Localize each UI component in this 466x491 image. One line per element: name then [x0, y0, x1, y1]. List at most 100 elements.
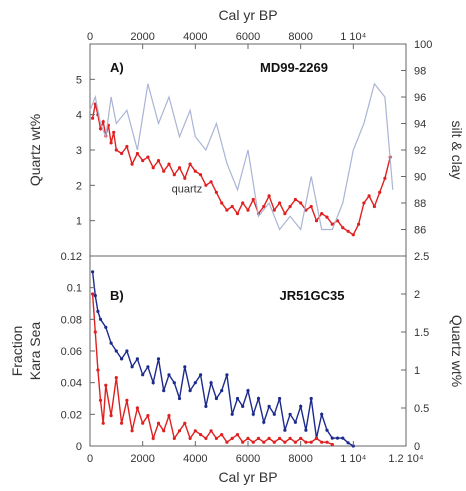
b-point-quartz-wt: [172, 436, 176, 440]
b-point-quartz-wt: [325, 440, 329, 444]
a-point-quartz: [156, 159, 161, 163]
panel-a-y-axis-label: Quartz wt%: [27, 114, 43, 186]
a-point-quartz: [130, 162, 134, 166]
a-point-quartz: [288, 204, 292, 209]
b-point-fraction-kara-sea: [283, 428, 287, 432]
panel-a-y2-tick-label: 90: [414, 172, 426, 184]
b-point-fraction-kara-sea: [209, 381, 213, 385]
b-point-fraction-kara-sea: [320, 412, 324, 416]
panel-b-y-tick-label: 0.06: [61, 346, 82, 358]
b-point-fraction-kara-sea: [193, 381, 197, 385]
panel-b-series: [91, 270, 355, 448]
b-point-fraction-kara-sea: [299, 404, 303, 408]
panel-b-y-tick-label: 0.04: [61, 378, 82, 390]
panel-a-left-ticks: 1 2 3 4 5: [76, 74, 95, 228]
b-point-fraction-kara-sea: [241, 404, 245, 408]
a-point-quartz: [120, 151, 124, 156]
b-point-quartz-wt: [199, 433, 203, 437]
panel-b-y2-tick-label: 0.5: [414, 403, 429, 415]
b-point-fraction-kara-sea: [156, 357, 161, 361]
b-point-quartz-wt: [299, 436, 303, 440]
b-point-fraction-kara-sea: [309, 396, 313, 401]
b-series-line-fraction-kara-sea: [91, 271, 354, 447]
b-point-fraction-kara-sea: [98, 317, 103, 321]
b-point-fraction-kara-sea: [188, 389, 192, 393]
b-point-fraction-kara-sea: [330, 436, 334, 440]
b-point-fraction-kara-sea: [104, 325, 108, 329]
b-point-quartz-wt: [283, 440, 287, 444]
panel-a-y2-tick-label: 92: [414, 145, 426, 157]
b-point-fraction-kara-sea: [91, 270, 95, 274]
b-point-fraction-kara-sea: [235, 396, 240, 401]
b-point-fraction-kara-sea: [325, 428, 329, 432]
b-point-fraction-kara-sea: [120, 357, 124, 361]
panel-a-label: A): [110, 60, 124, 75]
b-point-quartz-wt: [125, 398, 129, 402]
a-point-quartz: [262, 204, 266, 209]
b-point-fraction-kara-sea: [335, 436, 340, 440]
b-point-fraction-kara-sea: [93, 294, 97, 298]
panel-a-y-tick-label: 4: [76, 110, 82, 122]
b-point-fraction-kara-sea: [141, 373, 145, 377]
a-point-quartz: [309, 204, 313, 209]
b-point-quartz-wt: [188, 436, 192, 440]
panel-b-x-ticks: 0 2000 4000 6000 8000 1 10⁴ 1.2 10⁴: [87, 441, 424, 465]
panel-a-y-tick-label: 2: [76, 180, 82, 192]
a-point-quartz: [162, 169, 166, 173]
b-point-fraction-kara-sea: [151, 381, 155, 385]
b-point-fraction-kara-sea: [341, 436, 345, 440]
a-point-quartz: [283, 212, 287, 216]
panel-b-x-tick-label: 1 10⁴: [340, 453, 366, 465]
b-point-fraction-kara-sea: [167, 373, 171, 377]
panel-b-y-tick-label: 0.08: [61, 314, 82, 326]
a-point-quartz: [278, 201, 282, 205]
a-point-quartz: [135, 151, 139, 156]
a-point-quartz: [251, 197, 255, 202]
a-point-quartz: [98, 127, 103, 131]
panel-a-y2-axis-label: silt & clay: [449, 120, 465, 179]
b-point-quartz-wt: [309, 440, 313, 444]
a-point-quartz: [378, 190, 382, 194]
top-x-tick-label: 2000: [130, 31, 154, 43]
panel-a-y2-tick-label: 96: [414, 92, 426, 104]
panel-b-x-tick-label: 6000: [236, 453, 260, 465]
top-x-ticks: 0 2000 4000 6000 8000 1 10⁴: [87, 31, 367, 49]
b-point-fraction-kara-sea: [172, 381, 176, 385]
b-point-quartz-wt: [193, 429, 197, 433]
b-point-fraction-kara-sea: [96, 309, 100, 313]
a-point-quartz: [101, 120, 105, 124]
a-point-quartz: [167, 162, 171, 166]
a-point-quartz: [351, 233, 355, 237]
b-point-quartz-wt: [220, 433, 224, 437]
panel-b-x-tick-label: 1.2 10⁴: [388, 453, 424, 465]
panel-b-y-axis-label-line1: Fraction: [9, 326, 25, 377]
panel-a-y2-tick-label: 86: [414, 225, 426, 237]
a-point-quartz: [230, 204, 234, 209]
a-point-quartz: [299, 201, 303, 205]
a-point-quartz: [293, 197, 297, 202]
a-point-quartz: [246, 208, 250, 212]
b-point-quartz-wt: [288, 436, 292, 440]
a-point-quartz: [193, 169, 197, 173]
panel-a-y-tick-label: 5: [76, 74, 82, 86]
b-point-quartz-wt: [96, 368, 100, 372]
panel-b-y-axis-label-line2: Kara Sea: [27, 322, 43, 381]
panel-b-frame: [89, 255, 407, 447]
a-point-quartz: [372, 204, 376, 209]
quartz-annotation: quartz: [172, 183, 203, 195]
a-point-quartz: [272, 208, 276, 212]
b-point-quartz-wt: [104, 383, 108, 387]
top-x-tick-label: 8000: [288, 31, 312, 43]
panel-a-y-tick-label: 3: [76, 145, 82, 157]
b-point-quartz-wt: [230, 436, 234, 440]
b-point-fraction-kara-sea: [262, 420, 266, 424]
a-point-quartz: [357, 222, 361, 226]
panel-b-x-tick-label: 0: [87, 453, 93, 465]
b-point-fraction-kara-sea: [225, 373, 229, 377]
panel-b-y2-tick-label: 1.5: [414, 327, 429, 339]
a-point-quartz: [204, 183, 208, 187]
b-point-fraction-kara-sea: [246, 389, 250, 393]
a-point-quartz: [346, 229, 350, 233]
b-point-fraction-kara-sea: [199, 373, 203, 377]
b-point-quartz-wt: [93, 330, 97, 334]
